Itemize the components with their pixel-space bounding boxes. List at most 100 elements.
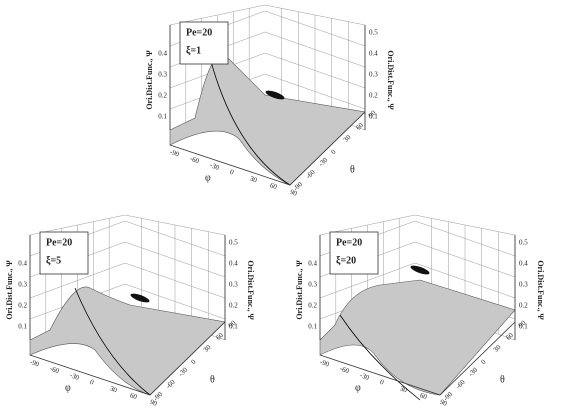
panel: 0.1 0.2 0.3 0.4 0.1 0.2 0.3 0.4 0.5 Ori.Dist.Func… [295,214,545,408]
legend-box [329,231,379,275]
left-tick-label: 0.4 [18,260,27,268]
left-tick-label: 0.3 [158,71,167,79]
surface [169,53,366,186]
right-tick-label: 0.2 [369,92,378,100]
left-tick-label: 0.2 [18,302,27,310]
wall-grid [319,262,516,299]
front-left-tick-label: 30 [249,175,259,185]
right-axis-symbol: θ [210,374,215,385]
left-axis-symbol: φ [205,172,211,183]
surface [29,286,226,396]
right-tick-label: 0.1 [519,323,528,331]
legend-entry: Pe=20 [336,237,362,248]
legend-entry: ξ=1 [186,45,201,56]
surface-curve [209,57,291,186]
front-right-tick-label: 30 [342,133,353,144]
surface-feature [265,90,285,100]
surface-curve [74,287,151,396]
front-left-tick-label: 90 [439,398,449,408]
right-axis-title: Ori.Dist.Func., Ψ [536,260,545,320]
front-left-tick-label: -60 [49,365,61,376]
front-right-tick-label: 0 [329,148,337,156]
front-right-tick-label: 60 [214,331,225,342]
front-right-tick-label: 30 [492,343,503,354]
front-left-tick-label: 30 [399,385,409,395]
panel: 0.1 0.2 0.3 0.4 0.1 0.2 0.3 0.4 0.5 Ori.Dist.Func… [145,4,395,198]
right-tick-label: 0.4 [369,50,378,58]
front-left-tick-label: -30 [209,161,221,172]
surface-feature [410,265,430,275]
right-axis-title: Ori.Dist.Func., Ψ [386,50,395,110]
front-right-tick-label: 0 [189,358,197,366]
legend-entry: Pe=20 [46,237,72,248]
front-left-tick-label: -30 [69,371,81,382]
front-left-tick-label: 60 [419,391,429,401]
legend-entry: ξ=20 [336,255,356,266]
right-axis-symbol: θ [350,164,355,175]
front-left-tick-label: 90 [289,188,299,198]
legend-box [39,231,89,275]
right-tick-label: 0.5 [369,29,378,37]
surface [319,279,516,396]
right-tick-label: 0.4 [229,260,238,268]
right-tick-label: 0.5 [519,239,528,247]
left-tick-label: 0.1 [308,323,317,331]
legend-entry: Pe=20 [186,27,212,38]
front-left-tick-label: -90 [29,358,41,369]
surface-curve [339,314,421,401]
surface-feature [130,293,150,303]
legend-entry: ξ=5 [46,255,61,266]
floor-edge [29,235,226,396]
front-left-tick-label: -90 [319,358,331,369]
front-right-tick-label: 90 [227,319,238,330]
front-right-tick-label: 0 [479,358,487,366]
left-axis-symbol: φ [355,382,361,393]
left-tick-label: 0.3 [308,281,317,289]
left-axis-title: Ori.Dist.Func., Ψ [145,50,154,110]
front-left-tick-label: -90 [169,148,181,159]
legend-box [179,21,229,65]
right-tick-label: 0.3 [519,281,528,289]
wall-grid [169,52,366,89]
front-right-tick-label: 30 [202,343,213,354]
left-tick-label: 0.3 [18,281,27,289]
wall-grid [29,262,226,299]
left-tick-label: 0.2 [308,302,317,310]
front-left-tick-label: 60 [129,391,139,401]
right-axis-symbol: θ [500,374,505,385]
right-tick-label: 0.2 [519,302,528,310]
front-left-tick-label: -60 [189,155,201,166]
right-tick-label: 0.2 [229,302,238,310]
left-axis-title: Ori.Dist.Func., Ψ [295,260,304,320]
front-right-tick-label: 60 [354,121,365,132]
front-left-tick-label: 90 [149,398,159,408]
front-right-tick-label: 90 [517,319,528,330]
left-tick-label: 0.1 [18,323,27,331]
left-tick-label: 0.2 [158,92,167,100]
front-left-tick-label: -30 [359,371,371,382]
front-left-tick-label: 0 [229,168,235,177]
front-left-tick-label: 0 [89,378,95,387]
right-axis-title: Ori.Dist.Func., Ψ [246,260,255,320]
front-left-tick-label: 0 [379,378,385,387]
right-tick-label: 0.1 [229,323,238,331]
right-tick-label: 0.5 [229,239,238,247]
floor-edge [319,235,516,396]
right-tick-label: 0.1 [369,113,378,121]
right-tick-label: 0.4 [519,260,528,268]
front-left-tick-label: 60 [269,181,279,191]
front-left-tick-label: 30 [109,385,119,395]
left-tick-label: 0.4 [158,50,167,58]
left-tick-label: 0.1 [158,113,167,121]
left-axis-title: Ori.Dist.Func., Ψ [5,260,14,320]
right-tick-label: 0.3 [369,71,378,79]
left-axis-symbol: φ [65,382,71,393]
left-tick-label: 0.4 [308,260,317,268]
right-tick-label: 0.3 [229,281,238,289]
wall-grid [29,283,226,320]
front-left-tick-label: -60 [339,365,351,376]
floor-edge [169,25,366,186]
front-right-tick-label: 60 [504,331,515,342]
panel: 0.1 0.2 0.3 0.4 0.1 0.2 0.3 0.4 0.5 Ori.Dist.Func… [5,214,255,408]
